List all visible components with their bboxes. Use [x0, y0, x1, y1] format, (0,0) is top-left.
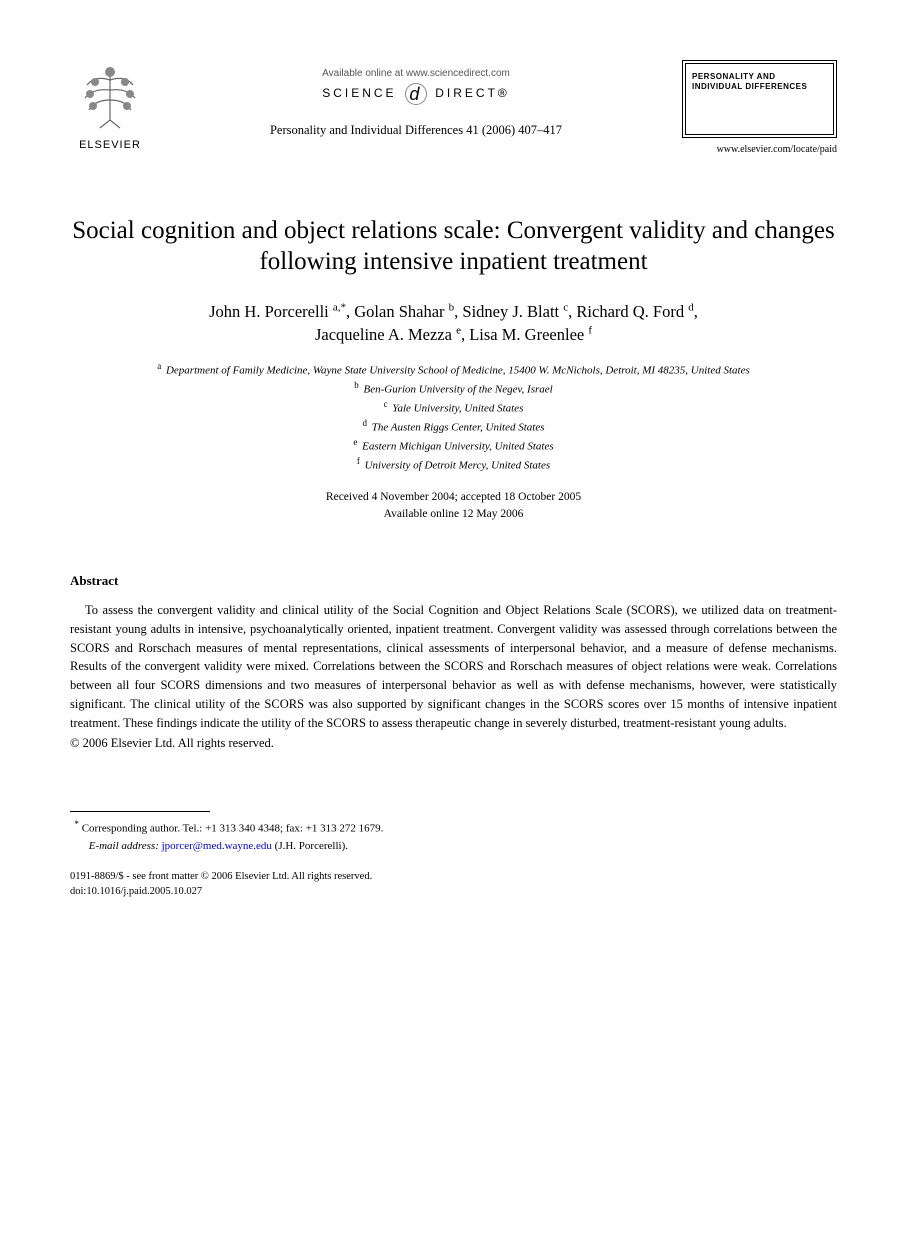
- journal-cover-inner: PERSONALITY AND INDIVIDUAL DIFFERENCES: [685, 63, 834, 135]
- publisher-logo: ELSEVIER: [70, 60, 150, 151]
- footnote-rule: [70, 811, 210, 812]
- author: Lisa M. Greenlee f: [469, 325, 592, 344]
- abstract-heading: Abstract: [70, 573, 837, 589]
- affiliation: e Eastern Michigan University, United St…: [70, 436, 837, 455]
- journal-box-line: PERSONALITY AND: [692, 72, 827, 82]
- received-accepted-date: Received 4 November 2004; accepted 18 Oc…: [70, 489, 837, 506]
- publication-dates: Received 4 November 2004; accepted 18 Oc…: [70, 489, 837, 524]
- affil-text: Eastern Michigan University, United Stat…: [362, 441, 554, 453]
- author: John H. Porcerelli a,*: [209, 302, 346, 321]
- author-name: Sidney J. Blatt: [462, 302, 559, 321]
- affil-text: Ben-Gurion University of the Negev, Isra…: [364, 384, 553, 396]
- abstract-body: To assess the convergent validity and cl…: [70, 601, 837, 732]
- elsevier-tree-icon: [75, 60, 145, 130]
- front-matter-line: 0191-8869/$ - see front matter © 2006 El…: [70, 870, 837, 885]
- journal-reference: Personality and Individual Differences 4…: [150, 123, 682, 138]
- page-footer: 0191-8869/$ - see front matter © 2006 El…: [70, 870, 837, 899]
- journal-box-line: INDIVIDUAL DIFFERENCES: [692, 82, 827, 92]
- affil-mark: b: [354, 380, 359, 390]
- affiliation: b Ben-Gurion University of the Negev, Is…: [70, 379, 837, 398]
- author-mark: c: [563, 301, 568, 313]
- author-name: Jacqueline A. Mezza: [315, 325, 452, 344]
- affil-text: Yale University, United States: [392, 403, 523, 415]
- authors-list: John H. Porcerelli a,*, Golan Shahar b, …: [70, 300, 837, 346]
- science-direct-icon: d: [405, 83, 427, 105]
- copyright-line: © 2006 Elsevier Ltd. All rights reserved…: [70, 736, 837, 751]
- author: Sidney J. Blatt c: [462, 302, 568, 321]
- author-mark: f: [588, 324, 592, 336]
- affiliations-list: a Department of Family Medicine, Wayne S…: [70, 360, 837, 475]
- page-header: ELSEVIER Available online at www.science…: [70, 60, 837, 155]
- affil-text: The Austen Riggs Center, United States: [372, 422, 545, 434]
- affiliation: a Department of Family Medicine, Wayne S…: [70, 360, 837, 379]
- author-mark: b: [449, 301, 455, 313]
- available-online-text: Available online at www.sciencedirect.co…: [150, 68, 682, 79]
- footnote-star: *: [74, 819, 79, 829]
- center-header: Available online at www.sciencedirect.co…: [150, 60, 682, 138]
- affiliation: c Yale University, United States: [70, 398, 837, 417]
- corresponding-text: Corresponding author. Tel.: +1 313 340 4…: [82, 823, 384, 835]
- author-name: Golan Shahar: [354, 302, 444, 321]
- affil-text: Department of Family Medicine, Wayne Sta…: [166, 364, 750, 376]
- article-title: Social cognition and object relations sc…: [70, 215, 837, 278]
- affil-mark: e: [353, 437, 357, 447]
- affiliation: d The Austen Riggs Center, United States: [70, 417, 837, 436]
- sd-word1: SCIENCE: [322, 86, 396, 100]
- journal-cover-box-wrapper: PERSONALITY AND INDIVIDUAL DIFFERENCES w…: [682, 60, 837, 155]
- affil-mark: a: [157, 361, 161, 371]
- email-label: E-mail address:: [89, 840, 159, 852]
- corresponding-author-footnote: * Corresponding author. Tel.: +1 313 340…: [83, 818, 837, 854]
- author-mark: d: [688, 301, 694, 313]
- author-name: Richard Q. Ford: [576, 302, 684, 321]
- author: Jacqueline A. Mezza e: [315, 325, 461, 344]
- doi-line: doi:10.1016/j.paid.2005.10.027: [70, 885, 837, 900]
- journal-cover-box: PERSONALITY AND INDIVIDUAL DIFFERENCES: [682, 60, 837, 138]
- online-date: Available online 12 May 2006: [70, 506, 837, 523]
- sd-word2: DIRECT®: [435, 86, 510, 100]
- journal-url[interactable]: www.elsevier.com/locate/paid: [682, 144, 837, 155]
- author-mark: e: [456, 324, 461, 336]
- science-direct-logo: SCIENCE d DIRECT®: [150, 83, 682, 105]
- author: Golan Shahar b: [354, 302, 454, 321]
- affil-mark: d: [363, 418, 368, 428]
- author-name: Lisa M. Greenlee: [469, 325, 584, 344]
- publisher-name: ELSEVIER: [70, 139, 150, 151]
- affiliation: f University of Detroit Mercy, United St…: [70, 455, 837, 474]
- email-attribution: (J.H. Porcerelli).: [275, 840, 348, 852]
- author-mark: a,*: [333, 301, 346, 313]
- affil-mark: f: [357, 456, 360, 466]
- corresponding-email-link[interactable]: jporcer@med.wayne.edu: [162, 840, 272, 852]
- affil-mark: c: [384, 399, 388, 409]
- author: Richard Q. Ford d: [576, 302, 693, 321]
- affil-text: University of Detroit Mercy, United Stat…: [365, 460, 551, 472]
- author-name: John H. Porcerelli: [209, 302, 329, 321]
